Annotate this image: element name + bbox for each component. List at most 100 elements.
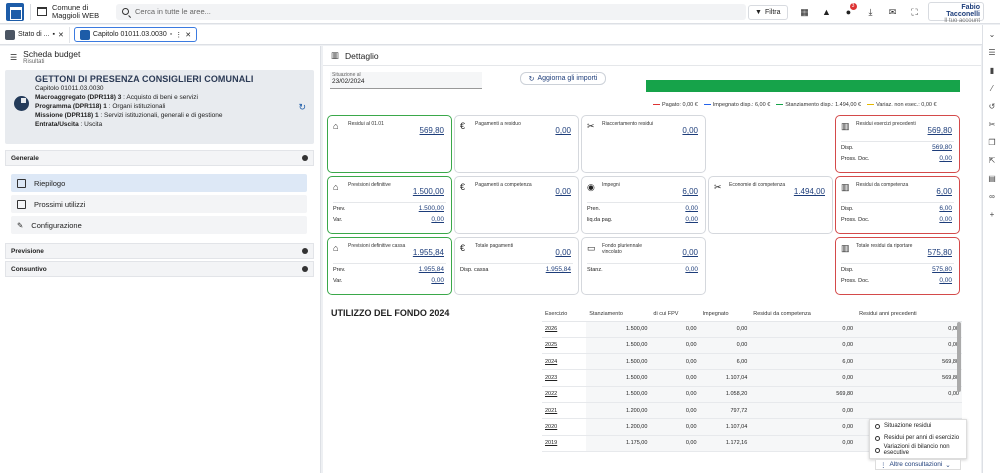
budget-card[interactable]: ✂ Riaccertamento residui 0,00 [581, 115, 706, 173]
apps-grid-icon[interactable]: ▦ [800, 6, 809, 17]
card-value[interactable]: 1.494,00 [793, 187, 825, 196]
municipality-selector[interactable]: Comune di Maggioli WEB [37, 3, 104, 20]
table-row[interactable]: 2024 1.500,00 0,00 6,00 6,00 569,80 [542, 353, 962, 371]
card-value[interactable]: 1.500,00 [412, 187, 444, 196]
search-placeholder: Cerca in tutte le aree... [135, 7, 211, 16]
document-icon[interactable]: ▤ [988, 173, 996, 183]
book-icon[interactable]: ▮ [989, 65, 995, 75]
building-icon [37, 7, 47, 16]
year-link[interactable]: 2020 [542, 418, 587, 436]
bookmark-icon[interactable]: ▫ [169, 31, 173, 38]
warning-icon[interactable]: ▲ [822, 7, 831, 17]
tools-icon[interactable]: ✂ [988, 119, 996, 129]
budget-card[interactable]: ✂ Economie di competenza 1.494,00 [708, 176, 833, 234]
table-cell: 569,80 [856, 353, 962, 371]
card-value[interactable]: 575,80 [927, 248, 952, 257]
table-row[interactable]: 2025 1.500,00 0,00 0,00 0,00 0,00 [542, 337, 962, 355]
card-value[interactable]: 0,00 [682, 248, 698, 257]
menu-prossimi-utilizzi[interactable]: Prossimi utilizzi [11, 195, 307, 213]
budget-card[interactable]: ⌂ Previsioni definitive 1.500,00 Prev. 1.500… [327, 176, 452, 234]
card-value[interactable]: 1.955,84 [412, 248, 444, 257]
year-link[interactable]: 2023 [542, 369, 587, 387]
year-link[interactable]: 2022 [542, 386, 587, 403]
budget-card[interactable]: € Pagamenti a residuo 0,00 [454, 115, 579, 173]
search-input[interactable]: Cerca in tutte le aree... [116, 3, 746, 20]
menu-item-variazioni[interactable]: Variazioni di bilancio non esecutive [870, 444, 966, 456]
filter-button[interactable]: ▼ Filtra [748, 4, 788, 20]
bookmark-icon[interactable]: ▪ [52, 31, 56, 38]
card-value[interactable]: 0,00 [555, 187, 571, 196]
budget-card[interactable]: ▥ Residui da competenza 6,00 Disp. 6,00 Pross… [835, 176, 960, 234]
table-row[interactable]: 2026 1.500,00 0,00 0,00 0,00 0,00 [542, 321, 962, 338]
close-icon[interactable]: ✕ [58, 31, 64, 39]
copy-icon[interactable]: ❐ [988, 137, 996, 147]
menu-riepilogo[interactable]: Riepilogo [11, 174, 307, 192]
situation-date-field[interactable]: Situazione al 23/02/2024 [330, 72, 482, 89]
add-icon[interactable]: + [989, 209, 995, 219]
table-cell: 569,80 [750, 386, 857, 403]
card-title: Totale residui da riportare [856, 243, 913, 249]
table-cell: 0,00 [856, 386, 962, 403]
tab-capitolo[interactable]: Capitolo 01011.03.0030 ▫ ⋮ ✕ [73, 27, 198, 42]
expand-icon [302, 266, 308, 272]
menu-item-residui-anni[interactable]: Residui per anni di esercizio [870, 432, 966, 444]
history-icon[interactable]: ↺ [988, 101, 996, 111]
section-previsione[interactable]: Previsione [5, 243, 314, 259]
panel-icon[interactable]: ▥ [331, 50, 340, 60]
card-value[interactable]: 569,80 [927, 126, 952, 135]
year-link[interactable]: 2021 [542, 402, 587, 420]
budget-card[interactable]: ▥ Residui esercizi precedenti 569,80 Disp. 5… [835, 115, 960, 173]
budget-card[interactable]: € Totale pagamenti 0,00 Disp. cassa 1.955,84 [454, 237, 579, 295]
year-link[interactable]: 2025 [542, 337, 587, 355]
table-scrollbar[interactable] [957, 322, 961, 392]
card-value[interactable]: 0,00 [555, 126, 571, 135]
section-generale[interactable]: Generale [5, 150, 314, 166]
table-row[interactable]: 2022 1.500,00 0,00 1.058,20 569,80 0,00 [542, 386, 962, 403]
budget-card[interactable]: € Pagamenti a competenza 0,00 [454, 176, 579, 234]
mail-icon[interactable]: ✉ [888, 6, 897, 17]
bell-icon[interactable]: ● 3 [838, 3, 860, 20]
card-value[interactable]: 6,00 [682, 187, 698, 196]
app-logo[interactable] [6, 2, 24, 21]
refresh-icon[interactable]: ↻ [298, 102, 306, 112]
link-icon[interactable]: ∞ [989, 191, 995, 201]
menu-icon[interactable]: ☰ [10, 52, 18, 62]
tab-stato[interactable]: Stato di ... ▪ ✕ [0, 26, 70, 43]
budget-card[interactable]: ⌂ Previsioni definitive cassa 1.955,84 Prev… [327, 237, 452, 295]
detail-header: ▥ Dettaglio [323, 46, 981, 66]
chevron-down-icon[interactable]: ⌄ [988, 29, 996, 39]
table-cell: 569,80 [856, 369, 962, 387]
list-icon[interactable]: ☰ [988, 47, 996, 57]
budget-card[interactable]: ▥ Totale residui da riportare 575,80 Disp. 5… [835, 237, 960, 295]
card-row: Var. 0,00 [333, 277, 444, 284]
panel-subtitle: Risultati [23, 58, 45, 65]
budget-card[interactable]: ⌂ Residui al 01.01 569,80 [327, 115, 452, 173]
section-consuntivo[interactable]: Consuntivo [5, 261, 314, 277]
more-icon[interactable]: ⋮ [175, 31, 183, 39]
fullscreen-icon[interactable]: ⛶ [911, 6, 918, 17]
card-value[interactable]: 569,80 [419, 126, 444, 135]
refresh-amounts-button[interactable]: ↻ Aggiorna gli importi [520, 72, 606, 85]
menu-item-situazione-residui[interactable]: Situazione residui [870, 420, 966, 432]
table-row[interactable]: 2023 1.500,00 0,00 1.107,04 0,00 569,80 [542, 369, 962, 387]
euro-icon: € [460, 182, 466, 192]
card-value[interactable]: 0,00 [555, 248, 571, 257]
card-value[interactable]: 0,00 [682, 126, 698, 135]
close-icon[interactable]: ✕ [185, 31, 192, 39]
trend-icon[interactable]: ⁄ [991, 83, 993, 93]
budget-card[interactable]: ▭ Fondo pluriennale vincolato 0,00 Stanz. 0,… [581, 237, 706, 295]
table-cell: 0,00 [650, 435, 700, 452]
chapter-line: Entrata/Uscita : Uscita [35, 121, 103, 128]
year-link[interactable]: 2019 [542, 435, 587, 452]
year-link[interactable]: 2024 [542, 353, 587, 371]
menu-configurazione[interactable]: ✎ Configurazione [11, 216, 307, 234]
year-link[interactable]: 2026 [542, 321, 587, 338]
panel-header: ☰ Scheda budget Risultati [0, 46, 320, 68]
budget-card[interactable]: ◉ Impegni 6,00 Pren. 0,00 liq.da pag. 0,00 [581, 176, 706, 234]
other-consultations-button[interactable]: ⋮ Altre consultazioni ⌄ [875, 459, 961, 470]
download-icon[interactable]: ⤓ [868, 6, 873, 17]
export-icon[interactable]: ⇱ [988, 155, 996, 165]
card-value[interactable]: 6,00 [936, 187, 952, 196]
user-account-button[interactable]: Fabio Tacconelli Il tuo account [928, 2, 984, 24]
table-row[interactable]: 2021 1.200,00 0,00 797,72 0,00 [542, 402, 962, 420]
